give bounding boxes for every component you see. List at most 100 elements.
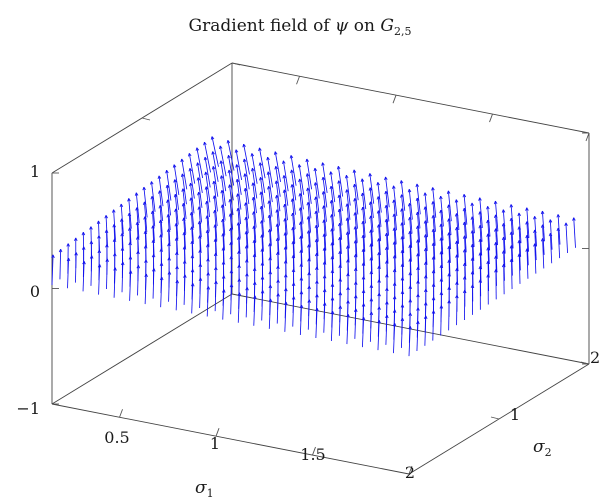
arrow-head <box>237 292 240 296</box>
arrow-head <box>470 284 473 288</box>
arrow-shaft <box>400 180 406 211</box>
arrow-head <box>298 178 300 183</box>
arrow-head <box>266 157 269 161</box>
arrow-head <box>572 217 575 221</box>
arrow-shaft <box>322 191 327 222</box>
arrow-head <box>237 250 240 254</box>
arrow-shaft <box>440 305 442 336</box>
arrow-head <box>251 197 254 201</box>
arrow-head <box>268 298 271 302</box>
arrow-shaft <box>284 301 287 332</box>
arrow-head <box>439 291 442 296</box>
arrow-head <box>416 307 419 311</box>
arrow-head <box>252 267 256 272</box>
arrow-head <box>509 231 512 235</box>
arrow-head <box>283 232 286 236</box>
arrow-head <box>213 252 217 257</box>
gradient-arrow <box>360 178 367 210</box>
arrow-head <box>361 221 364 225</box>
arrow-head <box>96 220 99 225</box>
arrow-shaft <box>59 249 62 280</box>
arrow-head <box>431 297 434 301</box>
arrow-shaft <box>75 252 77 283</box>
gradient-arrow <box>353 198 358 229</box>
arrow-head <box>315 280 318 284</box>
arrow-head <box>330 242 333 246</box>
gradient-arrow <box>322 302 327 333</box>
arrow-shaft <box>361 178 367 210</box>
gradient-arrow <box>165 184 172 216</box>
arrow-head <box>159 248 162 252</box>
arrow-head <box>353 254 356 258</box>
arrow-head <box>478 197 481 201</box>
arrow-head <box>408 230 411 235</box>
arrow-head <box>408 272 411 276</box>
arrow-head <box>330 256 333 260</box>
gradient-arrow <box>548 232 553 264</box>
gradient-arrow <box>219 175 226 206</box>
arrow-head <box>274 180 277 185</box>
arrow-shaft <box>259 147 266 179</box>
arrow-head <box>120 218 123 222</box>
arrow-head <box>423 261 427 265</box>
arrow-head <box>416 266 419 271</box>
arrow-head <box>290 198 293 202</box>
arrow-shaft <box>424 315 427 346</box>
arrow-shaft <box>408 326 411 357</box>
gradient-arrow <box>211 151 219 182</box>
gradient-arrow <box>205 201 210 232</box>
arrow-head <box>119 203 122 208</box>
arrow-head <box>407 203 410 207</box>
arrow-shaft <box>82 261 85 292</box>
arrow-head <box>135 221 138 226</box>
arrow-head <box>368 187 371 191</box>
gradient-arrow <box>189 182 195 214</box>
gradient-arrow <box>120 261 125 293</box>
arrow-head <box>245 259 248 263</box>
arrow-head <box>548 233 551 237</box>
arrow-head <box>423 248 427 252</box>
gradient-arrow <box>180 158 188 190</box>
arrow-head <box>470 271 473 275</box>
arrow-head <box>151 254 155 258</box>
arrow-head <box>423 192 426 196</box>
box-back-edges <box>51 62 590 405</box>
arrow-head <box>337 180 340 184</box>
arrow-head <box>228 199 231 203</box>
arrow-head <box>369 311 372 315</box>
arrow-head <box>540 224 543 228</box>
arrow-shaft <box>152 268 155 299</box>
arrow-shaft <box>275 166 281 197</box>
arrow-head <box>313 182 316 186</box>
arrow-head <box>82 261 85 265</box>
arrow-head <box>250 153 253 157</box>
box-edge <box>51 293 233 405</box>
arrow-shaft <box>276 195 281 226</box>
arrow-head <box>377 238 380 242</box>
arrow-head <box>439 305 442 309</box>
gradient-arrow <box>298 193 304 224</box>
arrow-head <box>486 233 489 237</box>
arrow-shaft <box>243 158 250 190</box>
arrow-head <box>329 185 332 190</box>
arrow-head <box>172 164 175 168</box>
arrow-head <box>258 147 260 152</box>
arrow-head <box>556 227 559 232</box>
arrow-shaft <box>314 182 320 213</box>
gradient-arrow <box>368 187 374 219</box>
arrow-head <box>369 215 372 219</box>
arrow-head <box>104 215 107 219</box>
arrow-head <box>267 186 269 190</box>
axis-line <box>51 403 410 475</box>
arrow-head <box>196 162 198 166</box>
arrow-head <box>136 265 139 269</box>
arrow-head <box>222 289 225 293</box>
arrow-head <box>221 247 224 251</box>
gradient-arrow <box>290 169 297 201</box>
arrow-head <box>377 252 380 256</box>
arrow-shaft <box>314 168 320 199</box>
arrow-head <box>346 313 349 318</box>
arrow-head <box>243 173 246 177</box>
gradient-arrow <box>267 186 273 217</box>
arrow-head <box>353 240 356 244</box>
